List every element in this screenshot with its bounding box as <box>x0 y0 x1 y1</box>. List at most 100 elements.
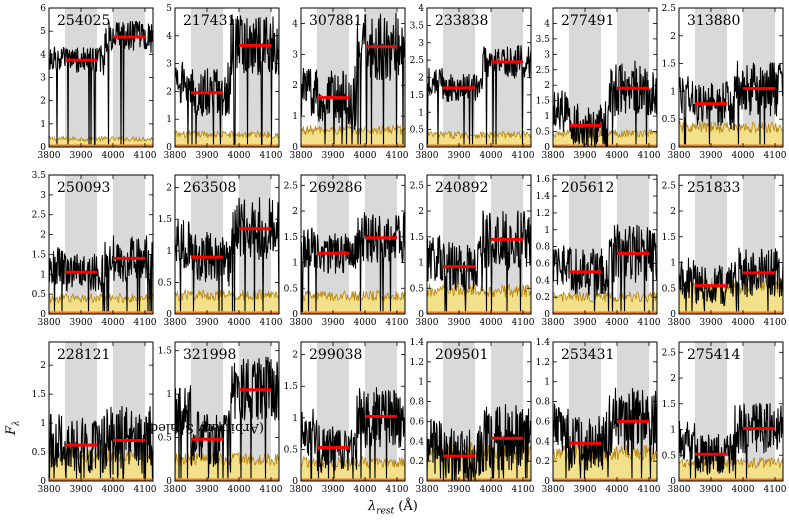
plot-area <box>427 175 531 314</box>
y-tick-label: 3 <box>166 60 172 70</box>
plot-area <box>679 8 783 147</box>
y-tick-label: 2 <box>166 184 172 194</box>
y-tick-label: 1.4 <box>536 192 551 202</box>
x-tick-label: 4100 <box>386 485 409 495</box>
x-tick-label: 3900 <box>70 151 93 161</box>
x-tick-label: 4100 <box>260 485 283 495</box>
bottom-band <box>427 311 531 314</box>
y-tick-label: 1.2 <box>536 358 550 368</box>
y-tick-label: 1.5 <box>536 97 551 107</box>
x-tick-label: 4100 <box>512 318 535 328</box>
panel-id-label: 233838 <box>435 13 488 29</box>
y-tick-label: 1.5 <box>662 60 677 70</box>
x-tick-label: 3800 <box>416 318 439 328</box>
panel-frame <box>48 174 154 315</box>
plot-area <box>175 342 279 481</box>
spectrum-line <box>301 12 405 145</box>
panel-frame <box>426 341 532 482</box>
bottom-band <box>49 144 153 147</box>
y-tick-label: 2.5 <box>662 181 677 191</box>
plot-area <box>49 175 153 314</box>
y-tick-label: 2 <box>40 361 46 371</box>
y-tick-label: 2.5 <box>536 66 551 76</box>
y-tick-label: 2 <box>292 81 298 91</box>
spectrum-line <box>679 247 783 312</box>
y-tick-label: 0.6 <box>536 259 551 269</box>
x-tick-label: 4100 <box>638 318 661 328</box>
y-tick-label: 6 <box>40 4 46 14</box>
x-tick-label: 4000 <box>480 318 503 328</box>
x-tick-label: 3800 <box>38 485 61 495</box>
y-tick-label: 1.4 <box>410 338 425 348</box>
plot-area <box>679 342 783 481</box>
blue-window-band <box>65 175 97 314</box>
x-tick-label: 4100 <box>134 485 157 495</box>
panel-269286: 269286 0 0.5 1 1.5 2 2.5 3800 3900 4000 4100 <box>284 174 409 328</box>
error-line <box>301 124 405 136</box>
panel-id-label: 321998 <box>183 347 236 363</box>
x-tick-label: 4000 <box>228 485 251 495</box>
y-tick-label: 0.6 <box>536 417 551 427</box>
y-tick-label: 4 <box>544 19 550 29</box>
panel-id-label: 205612 <box>561 180 614 196</box>
y-tick-label: 0.5 <box>662 115 677 125</box>
bottom-band <box>553 311 657 314</box>
y-tick-label: 0 <box>166 310 172 320</box>
y-tick-label: 0.8 <box>536 243 551 253</box>
x-tick-label: 4000 <box>102 151 125 161</box>
x-tick-label: 3800 <box>668 318 691 328</box>
bottom-band <box>679 144 783 147</box>
y-tick-label: 0.5 <box>662 284 677 294</box>
y-tick-label: 0.5 <box>410 284 425 294</box>
y-tick-label: 0 <box>292 477 298 487</box>
y-tick-label: 0.8 <box>410 398 425 408</box>
error-line <box>301 289 405 302</box>
y-tick-label: 4 <box>166 32 172 42</box>
panel-251833: 251833 0 0.5 1 1.5 2 2.5 3800 3900 4000 4100 <box>662 174 787 328</box>
panel-263508: 263508 0 0.5 1 1.5 2 3800 3900 4000 4100 <box>158 174 283 328</box>
panel-254025: 254025 0 1 2 3 4 5 6 3800 3900 4000 4100 <box>38 4 157 161</box>
y-tick-label: 0.5 <box>32 448 47 458</box>
y-tick-label: 1.2 <box>410 358 424 368</box>
x-tick-label: 3900 <box>70 485 93 495</box>
y-tick-label: 1.5 <box>158 215 173 225</box>
y-tick-label: 1 <box>544 112 550 122</box>
x-tick-label: 4100 <box>260 151 283 161</box>
x-tick-label: 3800 <box>164 151 187 161</box>
plot-area <box>175 175 279 314</box>
x-tick-label: 4100 <box>386 318 409 328</box>
y-tick-label: 1.6 <box>536 175 551 185</box>
panel-frame <box>678 7 784 148</box>
x-tick-label: 3900 <box>448 318 471 328</box>
bottom-band <box>175 144 279 147</box>
x-tick-label: 4000 <box>354 318 377 328</box>
y-tick-label: 1.5 <box>662 400 677 410</box>
x-tick-label: 3900 <box>448 151 471 161</box>
panel-id-label: 275414 <box>687 347 741 363</box>
x-tick-label: 3800 <box>542 485 565 495</box>
x-tick-label: 3900 <box>322 151 345 161</box>
panel-id-label: 250093 <box>57 180 110 196</box>
panel-228121: 228121 0 0.5 1 1.5 2 3800 3900 4000 4100 <box>32 341 157 495</box>
error-line <box>49 134 153 143</box>
panel-205612: 205612 0 0.2 0.4 0.6 0.8 1 1.2 1.4 1.6 3800 3900 400… <box>536 174 661 328</box>
y-tick-label: 1.5 <box>410 233 425 243</box>
x-tick-label: 4000 <box>228 151 251 161</box>
y-tick-label: 3.5 <box>536 35 551 45</box>
y-tick-label: 3 <box>40 191 46 201</box>
y-tick-label: 0.5 <box>536 128 551 138</box>
plot-area <box>553 342 657 481</box>
y-tick-label: 0 <box>418 477 424 487</box>
x-tick-label: 3900 <box>700 318 723 328</box>
y-tick-label: 0.2 <box>410 457 424 467</box>
y-tick-label: 3.5 <box>410 21 425 31</box>
x-tick-label: 4100 <box>638 151 661 161</box>
bottom-band <box>427 144 531 147</box>
panel-313880: 313880 0 0.5 1 1.5 2 2.5 3800 3900 4000 4100 <box>662 4 787 161</box>
bottom-band <box>49 478 153 481</box>
y-axis-label: Fλ (Arbitrary Scaled) <box>4 420 264 435</box>
panel-frame <box>426 174 532 315</box>
x-tick-label: 3900 <box>196 318 219 328</box>
y-tick-label: 2 <box>166 87 172 97</box>
